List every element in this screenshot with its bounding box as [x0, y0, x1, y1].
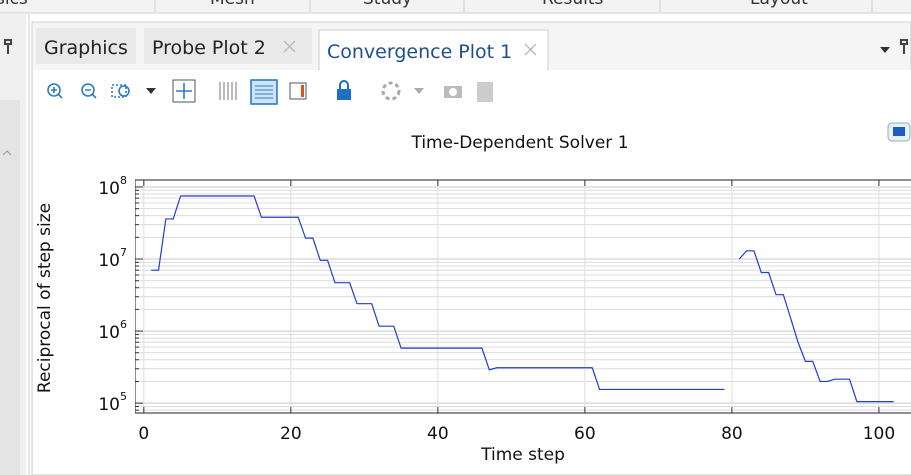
- dropdown[interactable]: [414, 88, 424, 94]
- x-tick-label: 40: [427, 424, 449, 444]
- zoom-extents-glyph: [176, 83, 192, 99]
- tab[interactable]: [144, 28, 312, 64]
- y-tick-base: 10: [98, 251, 120, 271]
- print[interactable]: [477, 82, 493, 102]
- left-scroll: [0, 100, 20, 475]
- x-tick-label: 100: [863, 424, 895, 444]
- zoom-out[interactable]: [81, 83, 95, 97]
- pin-icon[interactable]: [4, 39, 12, 54]
- grid-toggle[interactable]: [219, 82, 237, 100]
- color-legend[interactable]: [289, 82, 307, 100]
- y-tick-exponent: 8: [120, 174, 127, 187]
- dropdown[interactable]: [146, 88, 156, 94]
- zoom-extents[interactable]: [172, 79, 196, 103]
- shutter[interactable]: [381, 81, 401, 101]
- color-legend-glyph: [301, 85, 304, 97]
- legend-toggle-active[interactable]: [250, 79, 278, 105]
- y-tick-base: 10: [98, 323, 120, 343]
- plot-area: [135, 179, 911, 414]
- x-tick-label: 60: [574, 424, 596, 444]
- y-axis-label: Reciprocal of step size: [35, 203, 55, 393]
- tab-close[interactable]: [524, 43, 537, 56]
- pin-icon[interactable]: [900, 39, 908, 54]
- data-line: [151, 195, 894, 403]
- legend-glyph: [255, 85, 273, 99]
- toolbar: [47, 79, 493, 105]
- graphics-icon-glyph: [893, 127, 905, 136]
- top-tab[interactable]: Results: [542, 0, 604, 9]
- tab-close[interactable]: [283, 40, 296, 53]
- y-tick-label: 106: [98, 318, 127, 343]
- y-tick-base: 10: [98, 179, 120, 199]
- tab-active[interactable]: [318, 29, 549, 71]
- tab-label[interactable]: Convergence Plot 1: [327, 41, 512, 63]
- x-tick-label: 20: [280, 424, 302, 444]
- plot-frame: [135, 179, 911, 414]
- zoom-in-glyph: [51, 87, 63, 99]
- top-tab[interactable]: sics: [0, 0, 28, 9]
- top-tab[interactable]: Layout: [750, 0, 808, 9]
- zoom-in[interactable]: [47, 83, 61, 97]
- camera-lens: [449, 88, 457, 96]
- y-tick-base: 10: [98, 395, 120, 415]
- top-strip: [0, 0, 911, 13]
- tab[interactable]: [36, 28, 136, 64]
- zoom-box-glyph: [118, 85, 130, 97]
- y-tick-exponent: 7: [120, 246, 127, 259]
- tab-label[interactable]: Graphics: [44, 37, 128, 59]
- lock-glyph: [339, 80, 349, 89]
- x-tick-label: 0: [138, 424, 149, 444]
- x-tick-label: 80: [721, 424, 743, 444]
- y-tick-label: 108: [98, 174, 127, 199]
- collapse-icon[interactable]: [2, 150, 12, 156]
- zoom-out-glyph: [85, 89, 97, 99]
- tab-menu[interactable]: [880, 47, 890, 53]
- y-tick-exponent: 5: [120, 390, 127, 403]
- x-axis-label: Time step: [480, 445, 565, 465]
- y-tick-exponent: 6: [120, 318, 127, 331]
- top-tab[interactable]: Study: [363, 0, 412, 9]
- lock[interactable]: [337, 89, 351, 100]
- zoom-box[interactable]: [111, 84, 127, 98]
- chart-title: Time-Dependent Solver 1: [410, 133, 628, 153]
- y-tick-label: 105: [98, 390, 127, 415]
- y-tick-label: 107: [98, 246, 127, 271]
- tab-label[interactable]: Probe Plot 2: [152, 37, 266, 59]
- top-tab[interactable]: Mesh: [210, 0, 255, 9]
